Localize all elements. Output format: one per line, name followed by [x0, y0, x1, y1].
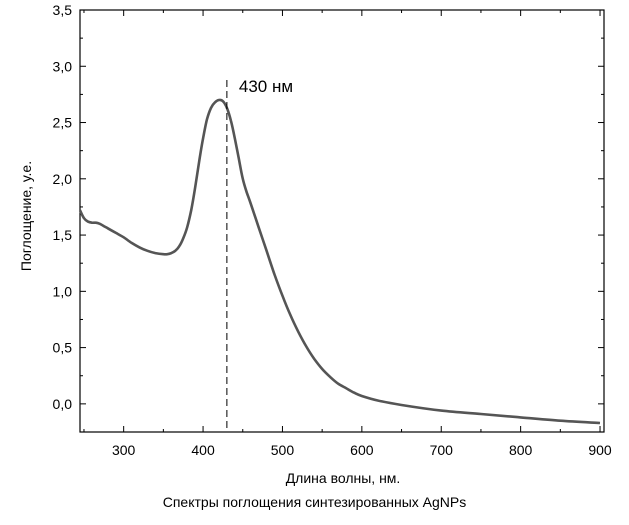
y-tick-label: 3,5 [53, 2, 73, 18]
plot-frame [79, 9, 605, 433]
x-tick-label: 900 [588, 442, 612, 458]
y-tick-label: 1,0 [53, 283, 73, 299]
x-tick-label: 400 [191, 442, 215, 458]
x-axis-label: Длина волны, нм. [286, 470, 401, 486]
x-tick-label: 800 [509, 442, 533, 458]
y-tick-label: 1,5 [53, 227, 73, 243]
y-tick-label: 0,5 [53, 340, 73, 356]
y-tick-label: 3,0 [53, 58, 73, 74]
figure-caption: Спектры поглощения синтезированных AgNPs [162, 494, 467, 510]
x-tick-label: 600 [350, 442, 374, 458]
x-tick-label: 500 [271, 442, 295, 458]
x-tick-label: 300 [112, 442, 136, 458]
y-tick-label: 2,5 [53, 115, 73, 131]
spectrum-line [78, 98, 601, 425]
x-tick-label: 700 [430, 442, 454, 458]
peak-annotation-label: 430 нм [239, 77, 293, 96]
y-axis-label: Поглощение, у.е. [18, 161, 34, 271]
y-tick-label: 2,0 [53, 171, 73, 187]
y-tick-label: 0,0 [53, 396, 73, 412]
